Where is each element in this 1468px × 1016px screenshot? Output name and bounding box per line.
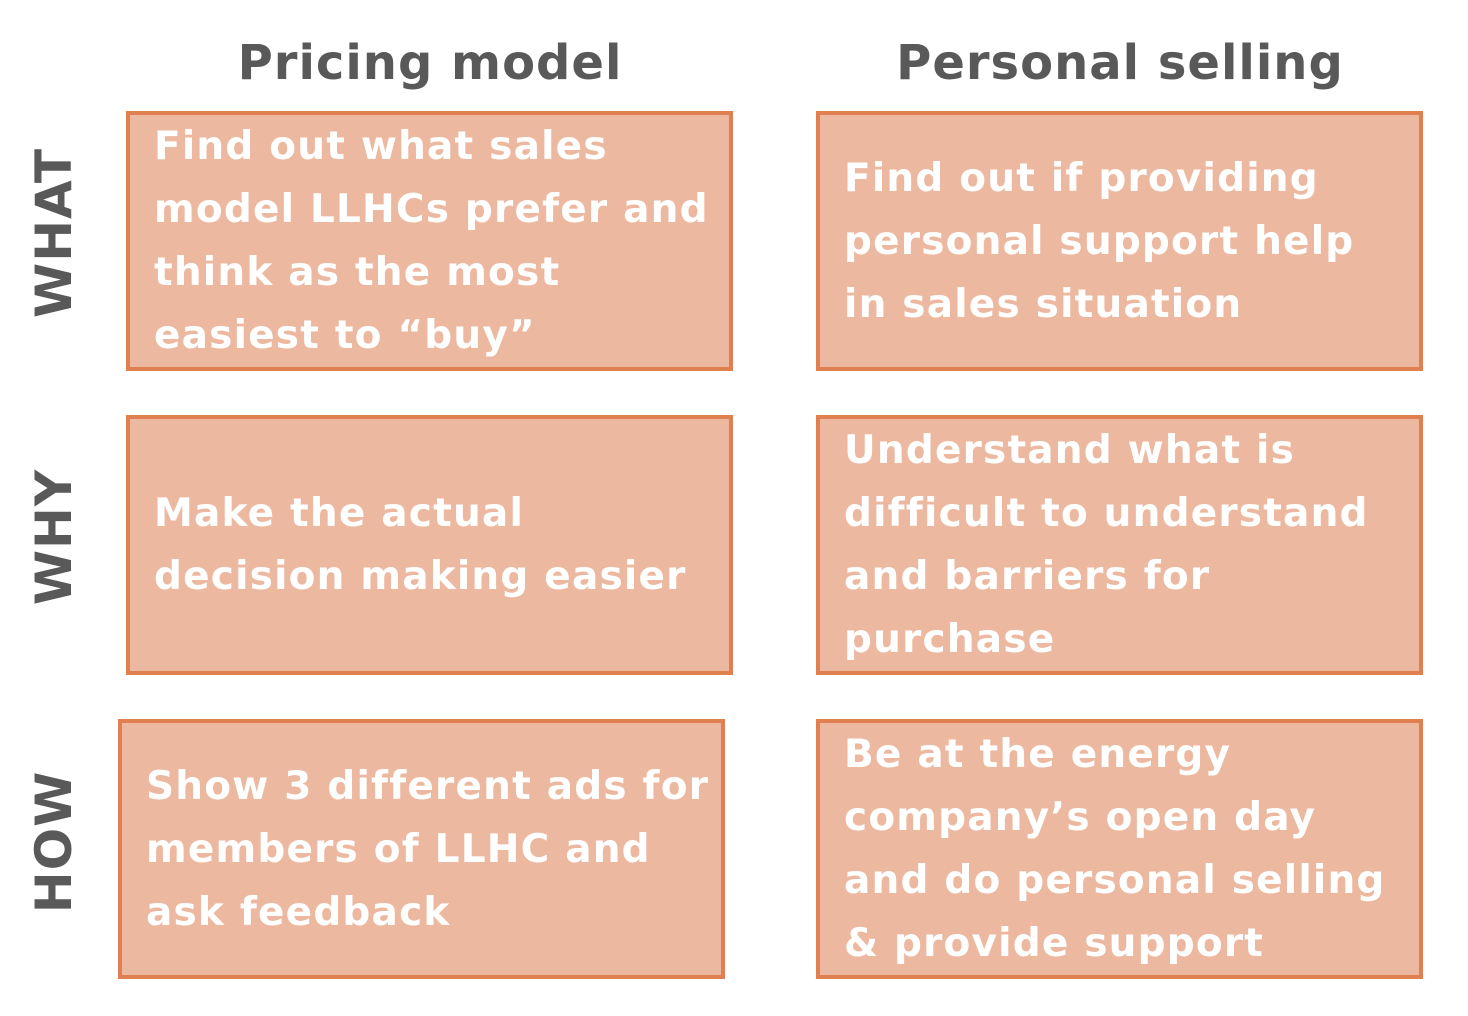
card-how-personal-selling: Be at the energy company’s open day and …: [816, 719, 1423, 979]
card-text: Find out if providing personal support h…: [844, 155, 1355, 327]
row-label-why: WHY: [25, 468, 83, 606]
row-label-what: WHAT: [25, 148, 83, 318]
card-text: Be at the energy company’s open day and …: [844, 732, 1386, 966]
card-text: Find out what sales model LLHCs prefer a…: [154, 124, 709, 358]
card-why-personal-selling: Understand what is difficult to understa…: [816, 415, 1423, 675]
card-text: Show 3 different ads for members of LLHC…: [146, 763, 710, 935]
card-how-pricing-model: Show 3 different ads for members of LLHC…: [118, 719, 725, 979]
row-label-how: HOW: [25, 770, 83, 914]
column-header-personal-selling: Personal selling: [896, 35, 1344, 91]
card-what-personal-selling: Find out if providing personal support h…: [816, 111, 1423, 371]
card-why-pricing-model: Make the actual decision making easier: [126, 415, 733, 675]
column-header-pricing-model: Pricing model: [237, 35, 623, 91]
card-what-pricing-model: Find out what sales model LLHCs prefer a…: [126, 111, 733, 371]
card-text: Understand what is difficult to understa…: [844, 428, 1369, 662]
card-text: Make the actual decision making easier: [154, 491, 687, 599]
